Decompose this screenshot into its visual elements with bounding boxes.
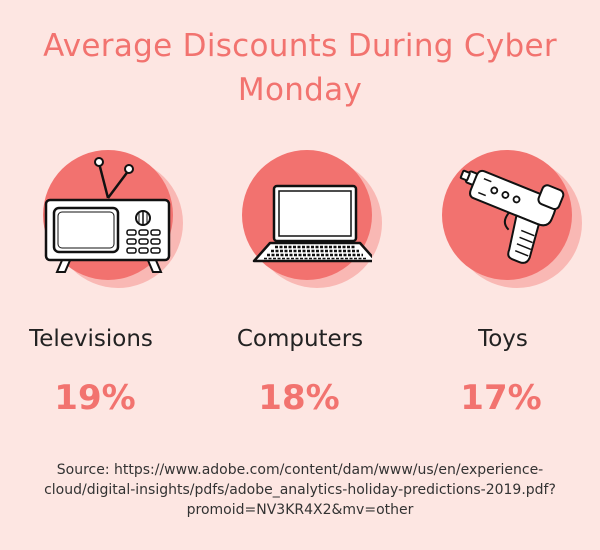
title-line-1: Average Discounts During Cyber [43, 28, 557, 64]
television-icon [44, 157, 171, 273]
source-line-2: cloud/digital-insights/pdfs/adobe_analyt… [44, 482, 556, 498]
source-line-1: Source: https://www.adobe.com/content/da… [56, 462, 544, 478]
category-card-televisions: Televisions 19% [0, 150, 200, 430]
category-card-computers: Computers 18% [199, 150, 399, 430]
page-title: Average Discounts During Cyber Monday [0, 24, 600, 112]
title-line-2: Monday [237, 72, 363, 108]
category-label: Toys [478, 326, 528, 352]
discount-value: 17% [460, 378, 542, 418]
laptop-icon [252, 184, 372, 263]
source-citation: Source: https://www.adobe.com/content/da… [20, 460, 580, 520]
category-label: Televisions [29, 326, 153, 352]
category-label: Computers [236, 326, 364, 352]
discount-value: 19% [54, 378, 136, 418]
toy-gun-icon [459, 169, 565, 264]
source-line-3: promoid=NV3KR4X2&mv=other [186, 502, 414, 518]
category-card-toys: Toys 17% [399, 150, 599, 430]
discount-value: 18% [258, 378, 340, 418]
